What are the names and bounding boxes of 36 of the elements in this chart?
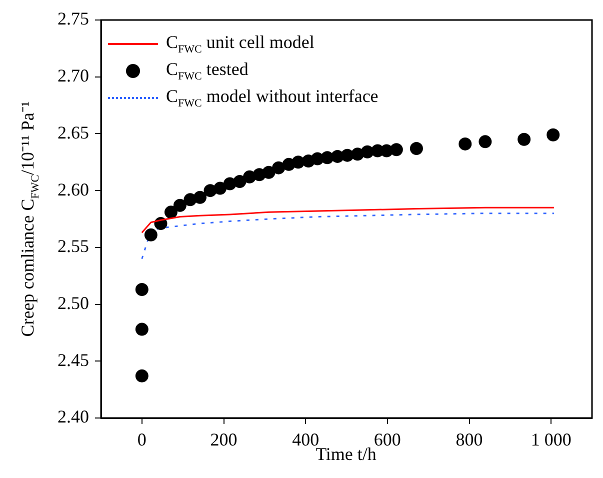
point [292,156,305,169]
point [173,198,186,212]
point [390,143,403,156]
y-tick-label: 2.75 [58,8,89,29]
legend-label: C$_{FWC}$ unit cell model [166,32,314,56]
point [458,137,472,150]
point [135,283,148,296]
point [546,128,560,142]
x-tick-label: 200 [210,430,238,450]
x-tick-label: 600 [374,430,401,450]
y-tick-label: 2.45 [58,350,89,370]
y-tick-label: 2.65 [58,122,89,142]
point [518,132,531,146]
x-tick-label: 1 000 [530,430,572,450]
x-tick-label: 800 [456,430,483,450]
y-tick-label: 2.50 [58,293,89,314]
x-axis-title: Time t/h [316,444,376,465]
y-tick-label: 2.70 [58,66,89,86]
point [478,135,492,148]
y-tick-label: 2.55 [58,236,89,256]
point [272,161,286,174]
point [194,190,207,204]
point [164,206,178,219]
point [262,166,276,179]
line-series [141,212,555,260]
point [410,142,423,155]
point [233,174,246,188]
x-tick-label: 0 [137,430,146,450]
y-tick-label: 2.40 [58,406,89,427]
point [135,369,148,382]
point [144,228,158,242]
point [214,182,227,195]
legend-label: C$_{FWC}$ tested [166,58,248,82]
y-tick-label: 2.60 [58,179,89,200]
point [135,322,148,336]
legend-label: C$_{FWC}$ model without interface [166,86,378,110]
